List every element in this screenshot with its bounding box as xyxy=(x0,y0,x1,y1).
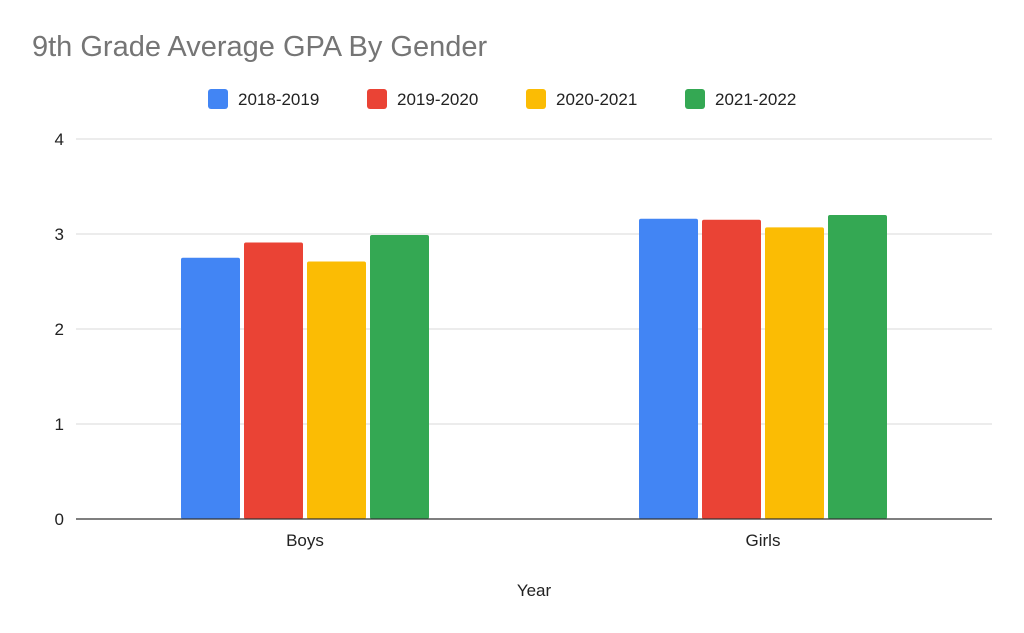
y-tick-label: 4 xyxy=(55,130,64,149)
legend-swatch-2021-2022 xyxy=(685,89,705,109)
bar-boys-2020-2021 xyxy=(307,261,366,519)
legend-swatch-2020-2021 xyxy=(526,89,546,109)
x-axis-ticks: Boys Girls xyxy=(286,531,780,550)
bar-girls-2021-2022 xyxy=(828,215,887,519)
chart-title: 9th Grade Average GPA By Gender xyxy=(32,31,487,63)
legend-swatch-2018-2019 xyxy=(208,89,228,109)
legend-label-2021-2022: 2021-2022 xyxy=(715,90,796,109)
x-axis-title: Year xyxy=(517,581,552,600)
bar-girls-2018-2019 xyxy=(639,218,698,520)
bar-girls-2019-2020 xyxy=(702,219,761,519)
x-tick-label: Boys xyxy=(286,531,324,550)
y-tick-label: 2 xyxy=(55,320,64,339)
legend-swatch-2019-2020 xyxy=(367,89,387,109)
bar-girls-2020-2021 xyxy=(765,227,824,519)
legend: 2018-2019 2019-2020 2020-2021 2021-2022 xyxy=(208,89,796,109)
bar-boys-2019-2020 xyxy=(244,242,303,520)
y-axis-ticks: 0 1 2 3 4 xyxy=(55,130,64,529)
y-tick-label: 1 xyxy=(55,415,64,434)
bars xyxy=(181,215,887,520)
y-tick-label: 3 xyxy=(55,225,64,244)
x-tick-label: Girls xyxy=(746,531,781,550)
legend-label-2019-2020: 2019-2020 xyxy=(397,90,478,109)
bar-boys-2021-2022 xyxy=(370,234,429,519)
y-tick-label: 0 xyxy=(55,510,64,529)
legend-label-2018-2019: 2018-2019 xyxy=(238,90,319,109)
bar-boys-2018-2019 xyxy=(181,257,240,519)
legend-label-2020-2021: 2020-2021 xyxy=(556,90,637,109)
